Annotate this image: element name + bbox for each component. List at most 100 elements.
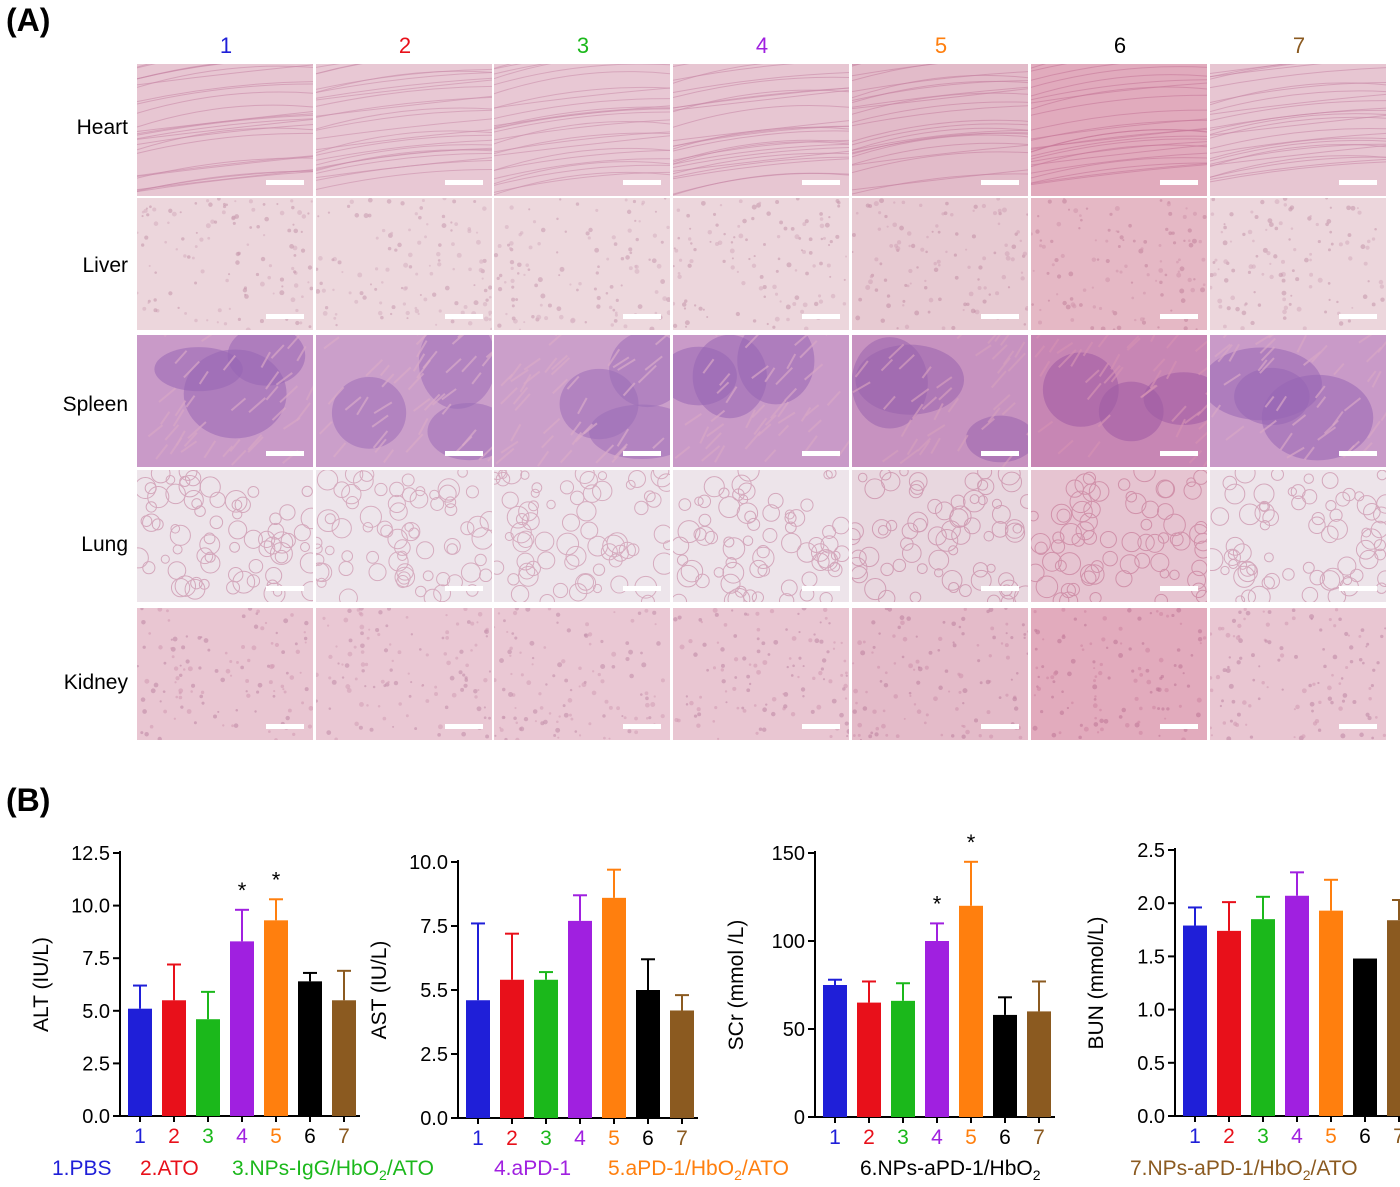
- x-tick-label: 6: [304, 1125, 316, 1148]
- bar-group-1: [823, 985, 847, 1117]
- legend-text: 6.NPs-aPD-1/HbO: [860, 1157, 1033, 1180]
- legend-item-2: 2.ATO: [140, 1157, 199, 1181]
- y-tick-label: 0.5: [1137, 1053, 1165, 1075]
- legend-text-suffix: /ATO: [741, 1157, 789, 1180]
- legend-text-suffix: /ATO: [1310, 1157, 1358, 1180]
- y-axis-label: AST (IU/L): [368, 941, 391, 1040]
- scale-bar: [445, 180, 483, 185]
- bar-group-6: [993, 1014, 1017, 1117]
- panel-b-label: (B): [6, 782, 51, 818]
- micrograph-liver-group-6: [1031, 198, 1207, 330]
- y-axis-label: BUN (mmol/L): [1085, 916, 1108, 1049]
- x-tick-label: 3: [897, 1126, 909, 1149]
- y-tick-label: 2.5: [420, 1044, 448, 1066]
- y-tick-label: 10.0: [71, 896, 110, 918]
- scale-bar: [1160, 314, 1198, 319]
- legend-text: 7.NPs-aPD-1/HbO: [1130, 1157, 1303, 1180]
- row-label-heart: Heart: [76, 116, 128, 139]
- panel-a-label: (A): [6, 2, 51, 38]
- bar-group-6: [1353, 958, 1377, 1116]
- significance-marker: *: [967, 830, 976, 855]
- significance-marker: *: [272, 867, 281, 892]
- scale-bar: [266, 724, 304, 729]
- micrograph-kidney-group-5: [852, 608, 1028, 740]
- scale-bar: [266, 180, 304, 185]
- micrograph-heart-group-6: [1031, 64, 1207, 196]
- scale-bar: [1160, 451, 1198, 456]
- bar-group-2: [162, 1000, 186, 1116]
- y-axis-label: ALT (IU/L): [30, 937, 53, 1032]
- x-tick-label: 6: [1359, 1125, 1371, 1148]
- y-tick-label: 5.5: [420, 980, 448, 1002]
- micrograph-spleen-group-7: [1210, 335, 1386, 467]
- legend-subscript: 2: [1302, 1167, 1311, 1184]
- x-tick-label: 3: [202, 1125, 214, 1148]
- bar-group-5: [264, 920, 288, 1116]
- significance-marker: *: [238, 878, 247, 903]
- legend-text: 1.PBS: [52, 1157, 112, 1180]
- row-label-spleen: Spleen: [62, 393, 128, 416]
- legend-subscript: 2: [379, 1167, 387, 1184]
- row-label-lung: Lung: [81, 533, 128, 556]
- x-tick-label: 6: [999, 1126, 1011, 1149]
- micrograph-heart-group-2: [316, 64, 492, 196]
- scale-bar: [445, 314, 483, 319]
- bar-group-4: [568, 920, 592, 1118]
- row-label-kidney: Kidney: [63, 671, 128, 694]
- scale-bar: [623, 724, 661, 729]
- legend-text: 2.ATO: [140, 1157, 199, 1180]
- bar-group-7: [332, 1000, 356, 1116]
- scale-bar: [1339, 586, 1377, 591]
- y-tick-label: 1.0: [1137, 1000, 1165, 1022]
- y-axis-label: SCr (mmol /L): [725, 920, 748, 1051]
- scale-bar: [445, 724, 483, 729]
- micrograph-lung-group-6: [1031, 470, 1207, 602]
- column-header-2: 2: [398, 33, 412, 58]
- y-tick-label: 2.5: [82, 1053, 110, 1075]
- bar-group-4: [230, 941, 254, 1116]
- micrograph-spleen-group-3: [494, 335, 670, 467]
- bar-group-3: [1251, 919, 1275, 1116]
- scale-bar: [623, 314, 661, 319]
- micrograph-kidney-group-7: [1210, 608, 1386, 740]
- micrograph-liver-group-1: [137, 198, 313, 330]
- scale-bar: [445, 586, 483, 591]
- x-tick-label: 6: [642, 1127, 654, 1150]
- micrograph-heart-group-4: [673, 64, 849, 196]
- micrograph-heart-group-3: [494, 64, 670, 196]
- scale-bar: [623, 451, 661, 456]
- x-tick-label: 5: [965, 1126, 977, 1149]
- micrograph-liver-group-3: [494, 198, 670, 330]
- legend-item-5: 5.aPD-1/HbO2/ATO: [608, 1157, 789, 1183]
- legend-subscript: 2: [734, 1167, 742, 1184]
- bar-group-7: [1027, 1011, 1051, 1117]
- y-tick-label: 5.0: [82, 1001, 110, 1023]
- micrograph-kidney-group-4: [673, 608, 849, 740]
- bar-group-4: [1285, 895, 1309, 1116]
- scale-bar: [802, 586, 840, 591]
- micrograph-liver-group-7: [1210, 198, 1386, 330]
- scale-bar: [802, 724, 840, 729]
- legend-subscript: 2: [1032, 1167, 1041, 1184]
- scale-bar: [981, 724, 1019, 729]
- x-tick-label: 5: [270, 1125, 282, 1148]
- bar-group-7: [1387, 920, 1400, 1116]
- y-tick-label: 100: [772, 931, 805, 953]
- column-header-3: 3: [576, 33, 590, 58]
- micrograph-kidney-group-3: [494, 608, 670, 740]
- bar-group-5: [1319, 910, 1343, 1116]
- micrograph-kidney-group-6: [1031, 608, 1207, 740]
- x-tick-label: 1: [134, 1125, 146, 1148]
- micrograph-heart-group-7: [1210, 64, 1386, 196]
- scale-bar: [1339, 451, 1377, 456]
- y-tick-label: 1.5: [1137, 946, 1165, 968]
- y-tick-label: 7.5: [420, 916, 448, 938]
- bar-group-3: [196, 1019, 220, 1116]
- bar-group-5: [959, 905, 983, 1117]
- micrograph-liver-group-2: [316, 198, 492, 330]
- scale-bar: [802, 180, 840, 185]
- x-tick-label: 1: [472, 1127, 484, 1150]
- y-tick-label: 10.0: [409, 852, 448, 874]
- micrograph-liver-group-5: [852, 198, 1028, 330]
- micrograph-lung-group-5: [852, 470, 1028, 602]
